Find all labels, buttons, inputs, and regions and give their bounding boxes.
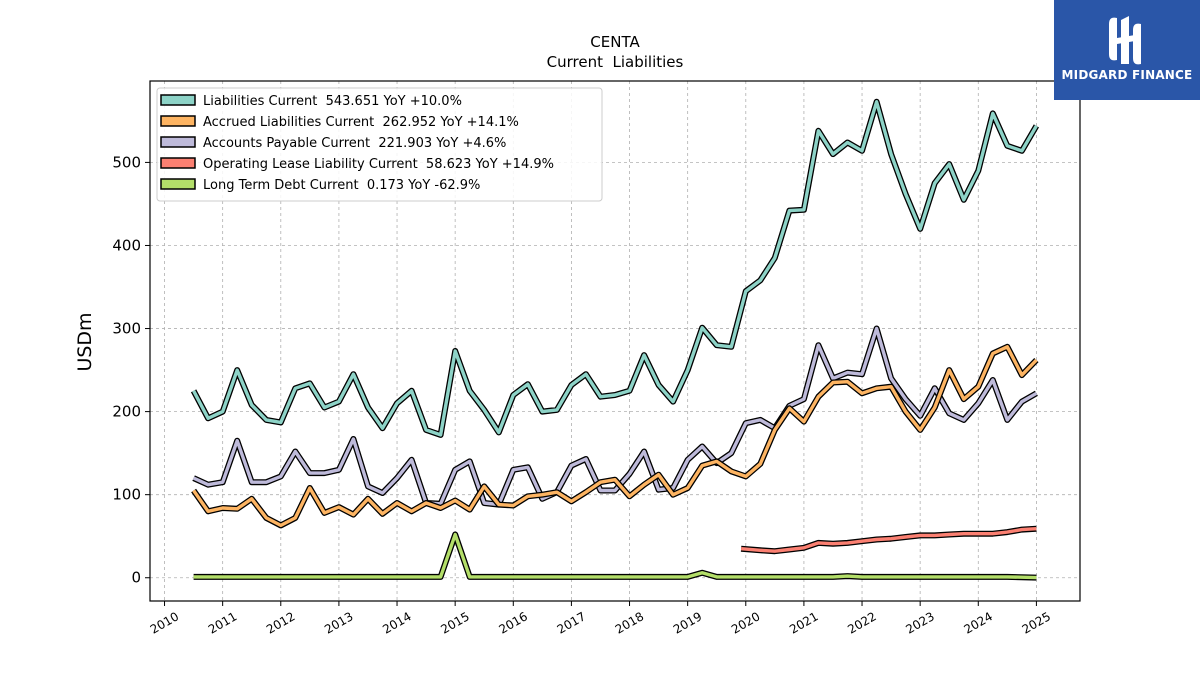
legend-swatch — [160, 94, 196, 106]
x-tick-label: 2016 — [497, 609, 530, 636]
x-tick-label: 2023 — [903, 609, 936, 636]
x-tick-label: 2022 — [845, 609, 878, 636]
y-tick-label: 400 — [112, 236, 141, 254]
brand-mark-icon — [1109, 16, 1141, 65]
x-tick-label: 2010 — [148, 609, 181, 636]
series-lines — [190, 98, 1039, 581]
x-tick-label: 2019 — [671, 609, 704, 636]
y-tick-label: 100 — [112, 486, 141, 504]
x-tick-label: 2021 — [787, 609, 820, 636]
series-line-accrued-liabilities-current — [192, 345, 1038, 528]
legend-swatch — [160, 157, 196, 169]
y-tick-label: 500 — [112, 153, 141, 171]
legend-swatch — [160, 136, 196, 148]
brand-name: MIDGARD FINANCE — [1061, 68, 1193, 82]
chart-subtitle: Current Liabilities — [547, 53, 684, 71]
series-line-liabilities-current — [192, 100, 1038, 437]
x-tick-label: 2020 — [729, 609, 762, 636]
series-outline-long-term-debt-current — [193, 531, 1037, 581]
brand-logo: MIDGARD FINANCE — [1054, 0, 1200, 100]
y-tick-label: 0 — [131, 569, 141, 587]
series-line-long-term-debt-current — [193, 532, 1037, 580]
legend-label: Operating Lease Liability Current 58.623… — [203, 157, 554, 172]
legend-box — [156, 87, 603, 202]
y-tick-label: 200 — [112, 403, 141, 421]
x-tick-label: 2011 — [206, 609, 239, 636]
legend-label: Liabilities Current 543.651 YoY +10.0% — [203, 94, 462, 109]
x-tick-label: 2015 — [438, 609, 471, 636]
x-tick-label: 2025 — [1020, 609, 1053, 636]
series-line-accounts-payable-current — [192, 326, 1038, 507]
x-tick-label: 2017 — [555, 609, 588, 636]
series-line-operating-lease-liability-current — [740, 527, 1037, 553]
x-tick-label: 2024 — [962, 609, 995, 636]
x-tick-label: 2012 — [264, 609, 297, 636]
legend-label: Accrued Liabilities Current 262.952 YoY … — [203, 115, 519, 130]
x-tick-label: 2013 — [322, 609, 355, 636]
x-tick-label: 2014 — [380, 609, 413, 636]
legend: Liabilities Current 543.651 YoY +10.0% Ac… — [156, 87, 603, 202]
plot-frame — [149, 80, 1081, 602]
legend-swatch — [160, 178, 196, 190]
legend-label: Long Term Debt Current 0.173 YoY -62.9% — [203, 178, 480, 193]
y-axis-label: USDm — [74, 312, 96, 371]
legend-label: Accounts Payable Current 221.903 YoY +4.… — [203, 136, 506, 151]
legend-swatch — [160, 115, 196, 127]
y-tick-label: 300 — [112, 320, 141, 338]
chart-title: CENTA — [590, 33, 640, 51]
x-tick-label: 2018 — [613, 609, 646, 636]
series-outline-accrued-liabilities-current — [191, 343, 1039, 529]
axis-ticks: 2010 2011 2012 2013 2014 2015 2016 2017 2018 2019… — [112, 153, 1053, 636]
